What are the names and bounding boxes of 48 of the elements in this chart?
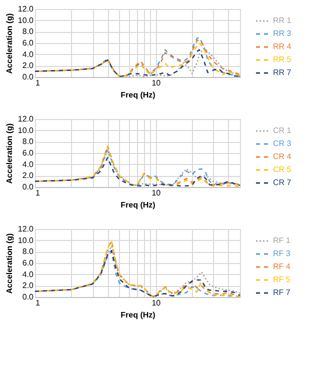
legend-label: RR 3	[273, 29, 292, 38]
legend-label: RR 4	[273, 42, 292, 51]
x-tick-label: 1	[36, 298, 40, 308]
y-tick-label: 8.0	[22, 27, 34, 36]
y-tick-label: 8.0	[22, 137, 34, 146]
y-tick-label: 2.0	[22, 171, 34, 180]
y-tick-label: 12.0	[18, 224, 34, 234]
y-tick-label: 0.0	[22, 182, 34, 192]
x-axis-title: Freq (Hz)	[120, 90, 156, 100]
x-tick-label: 10	[152, 78, 162, 88]
legend-label: RF 1	[273, 236, 291, 245]
y-tick-label: 4.0	[22, 270, 34, 279]
y-tick-label: 4.0	[22, 50, 34, 59]
y-axis-title: Acceleration (g)	[4, 122, 14, 184]
y-tick-label: 0.0	[22, 72, 34, 82]
y-tick-label: 8.0	[22, 247, 34, 256]
x-tick-label: 10	[152, 298, 162, 308]
y-axis-title: Acceleration (g)	[4, 232, 14, 294]
y-tick-label: 4.0	[22, 160, 34, 169]
y-tick-label: 0.0	[22, 292, 34, 302]
text: CR 1	[273, 126, 292, 135]
x-tick-label: 1	[36, 188, 40, 198]
y-axis-title: Acceleration (g)	[4, 12, 14, 74]
legend-label: RR 7	[273, 68, 292, 77]
legend-label: RF 4	[273, 262, 291, 271]
y-tick-label: 6.0	[22, 258, 34, 268]
text: CR 5	[273, 165, 292, 174]
x-axis-title: Freq (Hz)	[120, 310, 156, 320]
y-tick-label: 10.0	[18, 236, 34, 245]
y-tick-label: 6.0	[22, 148, 34, 158]
text: CR 7	[273, 178, 292, 187]
x-tick-label: 1	[36, 78, 40, 88]
y-tick-label: 10.0	[18, 16, 34, 25]
x-tick-label: 10	[152, 188, 162, 198]
y-tick-label: 6.0	[22, 38, 34, 48]
legend-label: RF 7	[273, 288, 291, 297]
legend-label: RF 3	[273, 249, 291, 258]
y-tick-label: 10.0	[18, 126, 34, 135]
x-axis-title: Freq (Hz)	[120, 200, 156, 210]
y-tick-label: 2.0	[22, 281, 34, 290]
legend-label: RF 5	[273, 275, 291, 284]
legend-label: RR 5	[273, 55, 292, 64]
y-tick-label: 12.0	[18, 114, 34, 124]
y-tick-label: 12.0	[18, 4, 34, 14]
text: CR 3	[273, 139, 292, 148]
text: CR 4	[273, 152, 292, 161]
y-tick-label: 2.0	[22, 61, 34, 70]
legend-label: RR 1	[273, 16, 292, 25]
